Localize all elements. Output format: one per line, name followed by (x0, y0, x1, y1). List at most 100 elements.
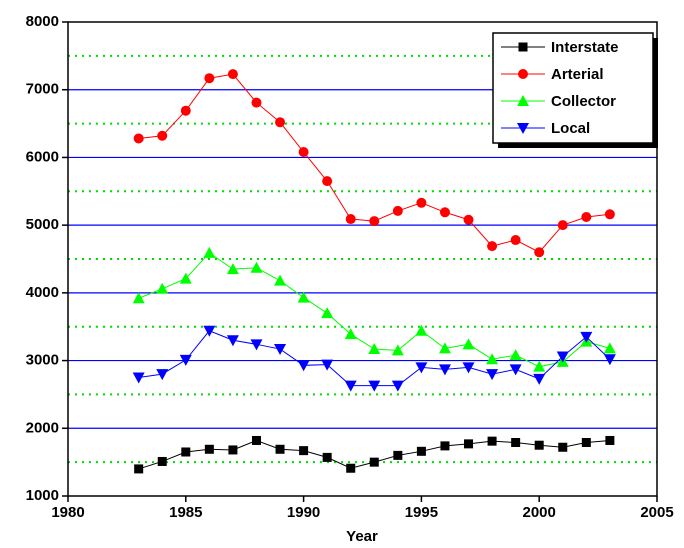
marker (156, 282, 169, 294)
marker (132, 372, 145, 384)
marker (345, 214, 356, 225)
marker (132, 292, 145, 304)
marker (227, 69, 238, 80)
y-tick-label: 6000 (26, 148, 59, 165)
marker (510, 235, 521, 246)
marker (581, 438, 591, 448)
marker (274, 274, 287, 286)
x-tick-label: 2000 (523, 504, 556, 521)
marker (533, 360, 546, 372)
marker (179, 354, 192, 366)
marker (322, 452, 332, 462)
x-axis-label: Year (346, 528, 378, 545)
marker (533, 373, 546, 385)
marker (438, 342, 451, 354)
marker (250, 261, 263, 273)
marker (392, 205, 403, 216)
x-tick-label: 1990 (287, 504, 320, 521)
marker (156, 369, 169, 381)
marker (369, 457, 379, 467)
marker (298, 147, 309, 158)
y-tick-label: 2000 (26, 419, 59, 436)
legend-label: Arterial (551, 66, 604, 83)
marker (511, 438, 521, 448)
marker (203, 325, 216, 337)
marker (321, 307, 334, 319)
marker (558, 442, 568, 452)
marker (181, 447, 191, 457)
marker (487, 436, 497, 446)
marker (344, 328, 357, 340)
marker (509, 349, 522, 361)
marker (517, 123, 529, 134)
marker (440, 441, 450, 451)
marker (250, 339, 263, 351)
marker (415, 362, 428, 374)
marker (299, 446, 309, 456)
y-tick-label: 7000 (26, 81, 59, 98)
marker (439, 207, 450, 218)
marker (368, 380, 381, 392)
marker (605, 435, 615, 445)
marker (603, 342, 616, 354)
y-tick-label: 3000 (26, 352, 59, 369)
marker (157, 456, 167, 466)
marker (179, 272, 192, 284)
marker (534, 440, 544, 450)
marker (297, 360, 310, 372)
marker (204, 73, 215, 84)
marker (462, 362, 475, 374)
y-tick-label: 5000 (26, 216, 59, 233)
marker (393, 450, 403, 460)
marker (416, 197, 427, 208)
marker (556, 351, 569, 363)
marker (322, 176, 333, 187)
marker (534, 247, 545, 258)
marker (462, 338, 475, 350)
marker (509, 364, 522, 376)
plot-frame (67, 21, 658, 497)
marker (226, 335, 239, 347)
marker (275, 117, 286, 128)
marker (464, 439, 474, 449)
marker (517, 95, 529, 106)
x-tick-label: 1980 (51, 504, 84, 521)
marker (415, 324, 428, 336)
x-tick-label: 1995 (405, 504, 438, 521)
marker (297, 291, 310, 303)
y-tick-label: 4000 (26, 284, 59, 301)
x-tick-label: 2005 (640, 504, 673, 521)
marker (204, 444, 214, 454)
marker (391, 344, 404, 356)
marker (251, 97, 262, 108)
marker (275, 444, 285, 454)
legend-label: Interstate (551, 39, 619, 56)
legend-label: Collector (551, 93, 616, 110)
x-tick-label: 1985 (169, 504, 202, 521)
marker (133, 133, 144, 144)
marker (368, 343, 381, 355)
marker (369, 216, 380, 227)
marker (604, 209, 615, 220)
y-tick-label: 8000 (26, 13, 59, 30)
y-tick-label: 1000 (26, 487, 59, 504)
marker (518, 69, 528, 79)
marker (416, 446, 426, 456)
marker (487, 241, 498, 252)
marker (603, 354, 616, 366)
marker (203, 246, 216, 258)
marker (228, 445, 238, 455)
marker (344, 380, 357, 392)
marker (274, 344, 287, 356)
marker (580, 331, 593, 343)
marker (321, 359, 334, 371)
marker (518, 42, 528, 52)
marker (180, 105, 191, 116)
marker (486, 353, 499, 365)
legend-label: Local (551, 120, 590, 137)
marker (438, 364, 451, 376)
marker (486, 369, 499, 381)
marker (134, 464, 144, 474)
marker (463, 214, 474, 225)
